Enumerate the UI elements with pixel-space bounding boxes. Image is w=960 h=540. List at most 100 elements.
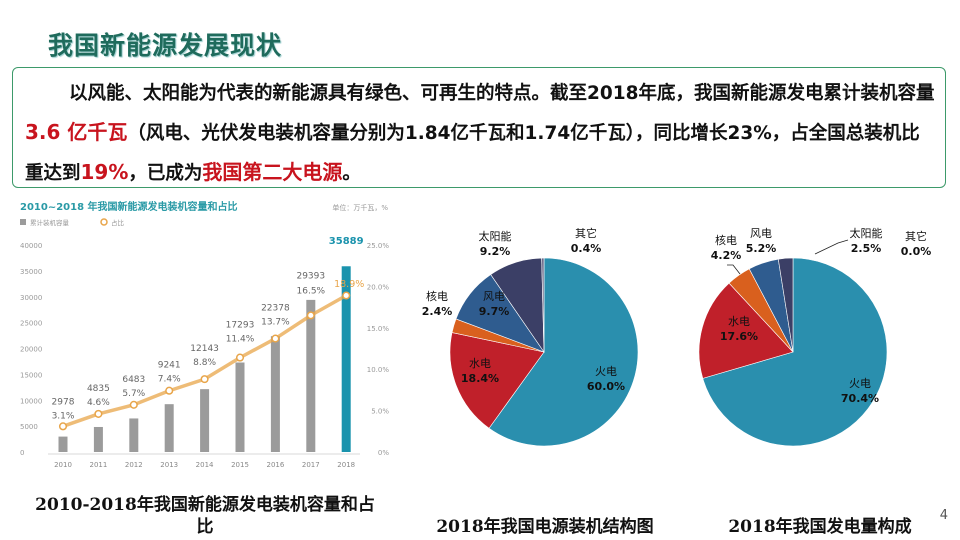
- slice-value-label: 9.2%: [480, 245, 511, 258]
- share-value-label: 7.4%: [158, 375, 181, 385]
- pie-slice: [488, 257, 639, 447]
- x-tick-label: 2010: [54, 461, 72, 469]
- share-point: [94, 409, 103, 418]
- bar-chart-title: 2010~2018 年我国新能源发电装机容量和占比: [20, 200, 238, 213]
- intro-text-1: 以风能、太阳能为代表的新能源具有绿色、可再生的特点。截至2018年底，我国新能源…: [69, 83, 935, 104]
- slice-name-label: 水电: [469, 357, 491, 370]
- intro-text-4: 。: [342, 163, 361, 184]
- slice-name-label: 核电: [426, 289, 448, 303]
- share-value-label: 16.5%: [297, 286, 326, 296]
- slice-name-label: 其它: [905, 229, 927, 243]
- bar-value-label: 35889: [329, 236, 364, 247]
- slice-name-label: 风电: [483, 290, 505, 303]
- bar: [200, 389, 210, 452]
- slice-value-label: 9.7%: [479, 305, 510, 318]
- leader-line: [814, 239, 849, 255]
- slice-name-label: 水电: [728, 315, 750, 328]
- x-tick-label: 2017: [302, 461, 320, 469]
- pie1-caption: 2018年我国电源装机结构图: [436, 517, 654, 537]
- legend-line-label: 占比: [111, 218, 125, 227]
- intro-text-3: ，已成为: [128, 163, 203, 184]
- bar: [93, 426, 103, 452]
- y2-tick-label: 5.0%: [371, 408, 389, 416]
- share-value-label: 5.7%: [122, 389, 145, 399]
- slice-name-label: 太阳能: [850, 226, 883, 240]
- y-tick-label: 40000: [20, 242, 42, 250]
- bar-value-label: 29393: [296, 271, 325, 281]
- y-tick-label: 15000: [20, 371, 42, 379]
- share-value-label: 3.1%: [52, 411, 75, 421]
- pie-slice: [702, 257, 888, 447]
- x-tick-label: 2011: [89, 461, 107, 469]
- bar-value-label: 17293: [226, 321, 255, 331]
- y2-tick-label: 25.0%: [367, 242, 390, 250]
- bar-value-label: 9241: [158, 361, 181, 371]
- slice-value-label: 0.4%: [571, 242, 602, 255]
- pie-slice: [777, 257, 794, 353]
- slice-value-label: 5.2%: [746, 242, 777, 255]
- y2-tick-label: 0%: [378, 449, 389, 457]
- leader-line: [727, 264, 741, 275]
- slice-name-label: 火电: [595, 365, 617, 378]
- share-value-label: 13.7%: [261, 318, 290, 328]
- y-tick-label: 25000: [20, 320, 42, 328]
- slice-value-label: 4.2%: [711, 249, 742, 262]
- slice-name-label: 风电: [750, 227, 772, 240]
- bar: [58, 436, 68, 452]
- pie2-caption: 2018年我国发电量构成: [728, 517, 912, 537]
- share-point: [235, 353, 245, 362]
- slice-value-label: 70.4%: [841, 392, 879, 405]
- y2-tick-label: 20.0%: [367, 283, 390, 291]
- bar-value-label: 22378: [261, 304, 290, 314]
- share-point: [58, 422, 68, 431]
- y-tick-label: 0: [20, 449, 24, 457]
- y-tick-label: 30000: [20, 294, 42, 302]
- slice-name-label: 核电: [715, 233, 737, 247]
- intro-textbox: 以风能、太阳能为代表的新能源具有绿色、可再生的特点。截至2018年底，我国新能源…: [12, 67, 946, 188]
- y2-tick-label: 10.0%: [367, 366, 390, 374]
- slice-name-label: 其它: [575, 226, 597, 240]
- bar: [164, 404, 174, 452]
- bar: [235, 362, 245, 452]
- page-number: 4: [939, 508, 948, 523]
- bar-chart-unit: 单位：万千瓦，%: [332, 203, 388, 212]
- x-tick-label: 2014: [196, 461, 214, 469]
- y2-tick-label: 15.0%: [367, 325, 390, 333]
- share-value-label: 8.8%: [193, 358, 216, 368]
- slice-value-label: 60.0%: [587, 380, 625, 393]
- legend-bar-label: 累计装机容量: [30, 218, 70, 227]
- bar-value-label: 12143: [190, 344, 219, 354]
- slice-value-label: 2.5%: [851, 242, 882, 255]
- y-tick-label: 10000: [20, 397, 42, 405]
- intro-text-2: （风电、光伏发电装机容量分别为1.84亿千瓦和1.74亿千瓦），同比增长23%，…: [25, 123, 920, 184]
- highlight-capacity: 3.6 亿千瓦: [25, 120, 128, 144]
- share-value-label: 18.9%: [334, 279, 364, 290]
- x-tick-label: 2013: [160, 461, 178, 469]
- slice-value-label: 2.4%: [422, 305, 453, 318]
- x-tick-label: 2018: [337, 461, 355, 469]
- share-value-label: 11.4%: [226, 335, 255, 345]
- slide-title: 我国新能源发展现状: [48, 31, 283, 60]
- bar: [341, 266, 351, 452]
- share-point: [271, 334, 280, 343]
- x-tick-label: 2015: [231, 461, 249, 469]
- bar: [270, 336, 280, 452]
- highlight-rank: 我国第二大电源: [202, 160, 343, 184]
- slice-value-label: 0.0%: [901, 245, 932, 258]
- y-tick-label: 35000: [20, 268, 42, 276]
- slice-value-label: 17.6%: [720, 330, 758, 343]
- bar-value-label: 6483: [122, 375, 145, 385]
- bar: [306, 299, 316, 452]
- pie-slice: [698, 282, 794, 379]
- bar: [129, 418, 139, 452]
- y-tick-label: 5000: [20, 423, 38, 431]
- share-point: [306, 311, 315, 320]
- highlight-share: 19%: [80, 160, 129, 184]
- y-tick-label: 20000: [20, 346, 42, 354]
- bar-value-label: 4835: [87, 384, 110, 394]
- x-tick-label: 2012: [125, 461, 143, 469]
- slice-name-label: 太阳能: [479, 229, 512, 243]
- share-point: [342, 291, 351, 300]
- share-point: [200, 375, 209, 384]
